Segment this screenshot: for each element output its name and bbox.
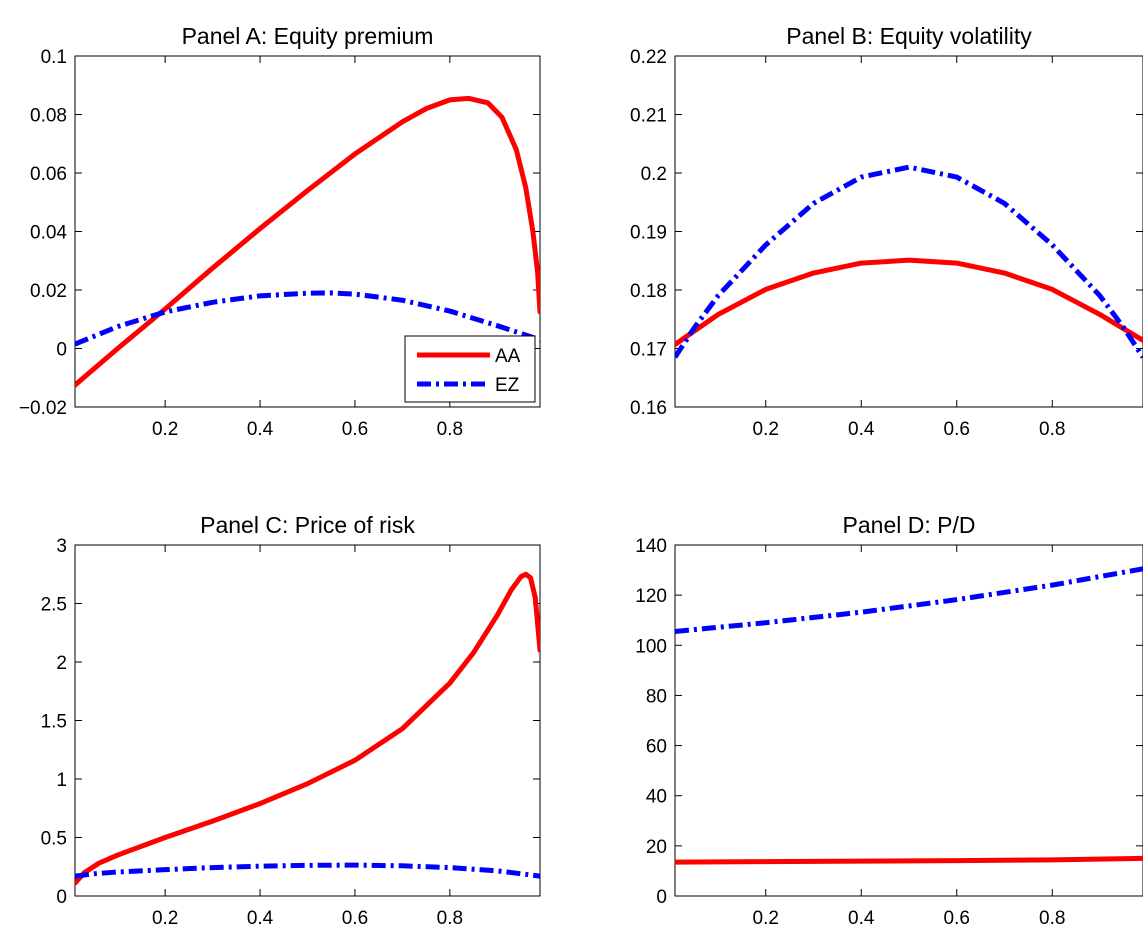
y-tick-label: 140 [635, 536, 667, 557]
y-tick-label: 0.22 [630, 47, 667, 68]
plot-area [75, 571, 540, 886]
series-line-aa [75, 571, 540, 886]
y-tick-label: 0.2 [641, 164, 667, 185]
x-tick-label: 0.8 [437, 419, 463, 440]
legend-box [404, 335, 536, 403]
y-tick-label: 0.1 [41, 47, 67, 68]
series-line-ez [675, 164, 1143, 359]
y-tick-label: 40 [646, 787, 667, 808]
axes-frame [674, 544, 1143, 897]
x-tick-label: 0.6 [342, 419, 368, 440]
y-tick-label: 100 [635, 636, 667, 657]
y-tick-label: 0.02 [30, 281, 67, 302]
legend: AA EZ [404, 335, 536, 403]
x-tick-label: 0.4 [247, 419, 274, 440]
y-tick-label: 1 [56, 770, 67, 791]
series-line-aa [675, 855, 1143, 865]
x-tick-label: 0.6 [342, 908, 368, 929]
panel-a: Panel A: Equity premium 0.2 0.4 0.6 0.8 −0.02… [19, 23, 541, 440]
legend-label-aa: AA [495, 346, 521, 367]
x-tick-label: 0.2 [152, 419, 178, 440]
y-tick-label: 1.5 [41, 712, 67, 733]
x-tick-label: 0.2 [753, 908, 779, 929]
x-tick-label: 0.4 [848, 419, 875, 440]
panel-title: Panel B: Equity volatility [786, 23, 1032, 49]
y-tick-label: 0.5 [41, 829, 67, 850]
x-tick-label: 0.6 [944, 419, 970, 440]
x-tick-label: 0.8 [1039, 419, 1065, 440]
y-tick-label: 0.08 [30, 106, 67, 127]
panel-b: Panel B: Equity volatility 0.2 0.4 0.6 0.8 0.… [630, 23, 1143, 440]
y-tick-label: 0.19 [630, 223, 667, 244]
x-tick-label: 0.4 [848, 908, 875, 929]
y-tick-label: 2.5 [41, 595, 67, 616]
plot-area [675, 164, 1143, 359]
plot-area [75, 95, 540, 388]
y-tick-label: 0.21 [630, 106, 667, 127]
y-tick-label: 0 [56, 340, 67, 361]
y-tick-label: 0.06 [30, 164, 67, 185]
series-line-aa [75, 95, 540, 388]
panel-d: Panel D: P/D 0.2 0.4 0.6 0.8 0 20 40 60 80 100 120 1… [635, 512, 1143, 929]
x-tick-label: 0.4 [247, 908, 274, 929]
y-tick-label: 20 [646, 837, 667, 858]
y-tick-label: 0.04 [30, 223, 67, 244]
series-line-ez [675, 566, 1143, 634]
panel-c: Panel C: Price of risk 0.2 0.4 0.6 0.8 0 0.5 1 1… [41, 512, 541, 929]
y-tick-label: 60 [646, 737, 667, 758]
y-tick-label: 2 [56, 653, 67, 674]
series-line-ez [75, 290, 540, 347]
x-tick-label: 0.8 [437, 908, 463, 929]
y-tick-label: −0.02 [19, 398, 67, 419]
x-tick-label: 0.2 [152, 908, 178, 929]
y-tick-label: 0.16 [630, 398, 667, 419]
y-tick-label: 0.18 [630, 281, 667, 302]
series-line-aa [675, 257, 1143, 347]
panel-title: Panel A: Equity premium [182, 23, 434, 49]
legend-label-ez: EZ [495, 375, 520, 396]
x-tick-label: 0.6 [944, 908, 970, 929]
panel-title: Panel D: P/D [843, 512, 976, 538]
y-tick-label: 0 [56, 887, 67, 908]
y-tick-label: 80 [646, 686, 667, 707]
x-tick-label: 0.8 [1039, 908, 1065, 929]
series-line-ez [75, 862, 540, 879]
y-tick-label: 3 [56, 536, 67, 557]
plot-area [675, 566, 1143, 865]
x-tick-label: 0.2 [753, 419, 779, 440]
axes-frame [674, 55, 1143, 408]
panel-title: Panel C: Price of risk [200, 512, 415, 538]
y-tick-label: 0 [656, 887, 667, 908]
y-tick-label: 120 [635, 586, 667, 607]
y-tick-label: 0.17 [630, 340, 667, 361]
